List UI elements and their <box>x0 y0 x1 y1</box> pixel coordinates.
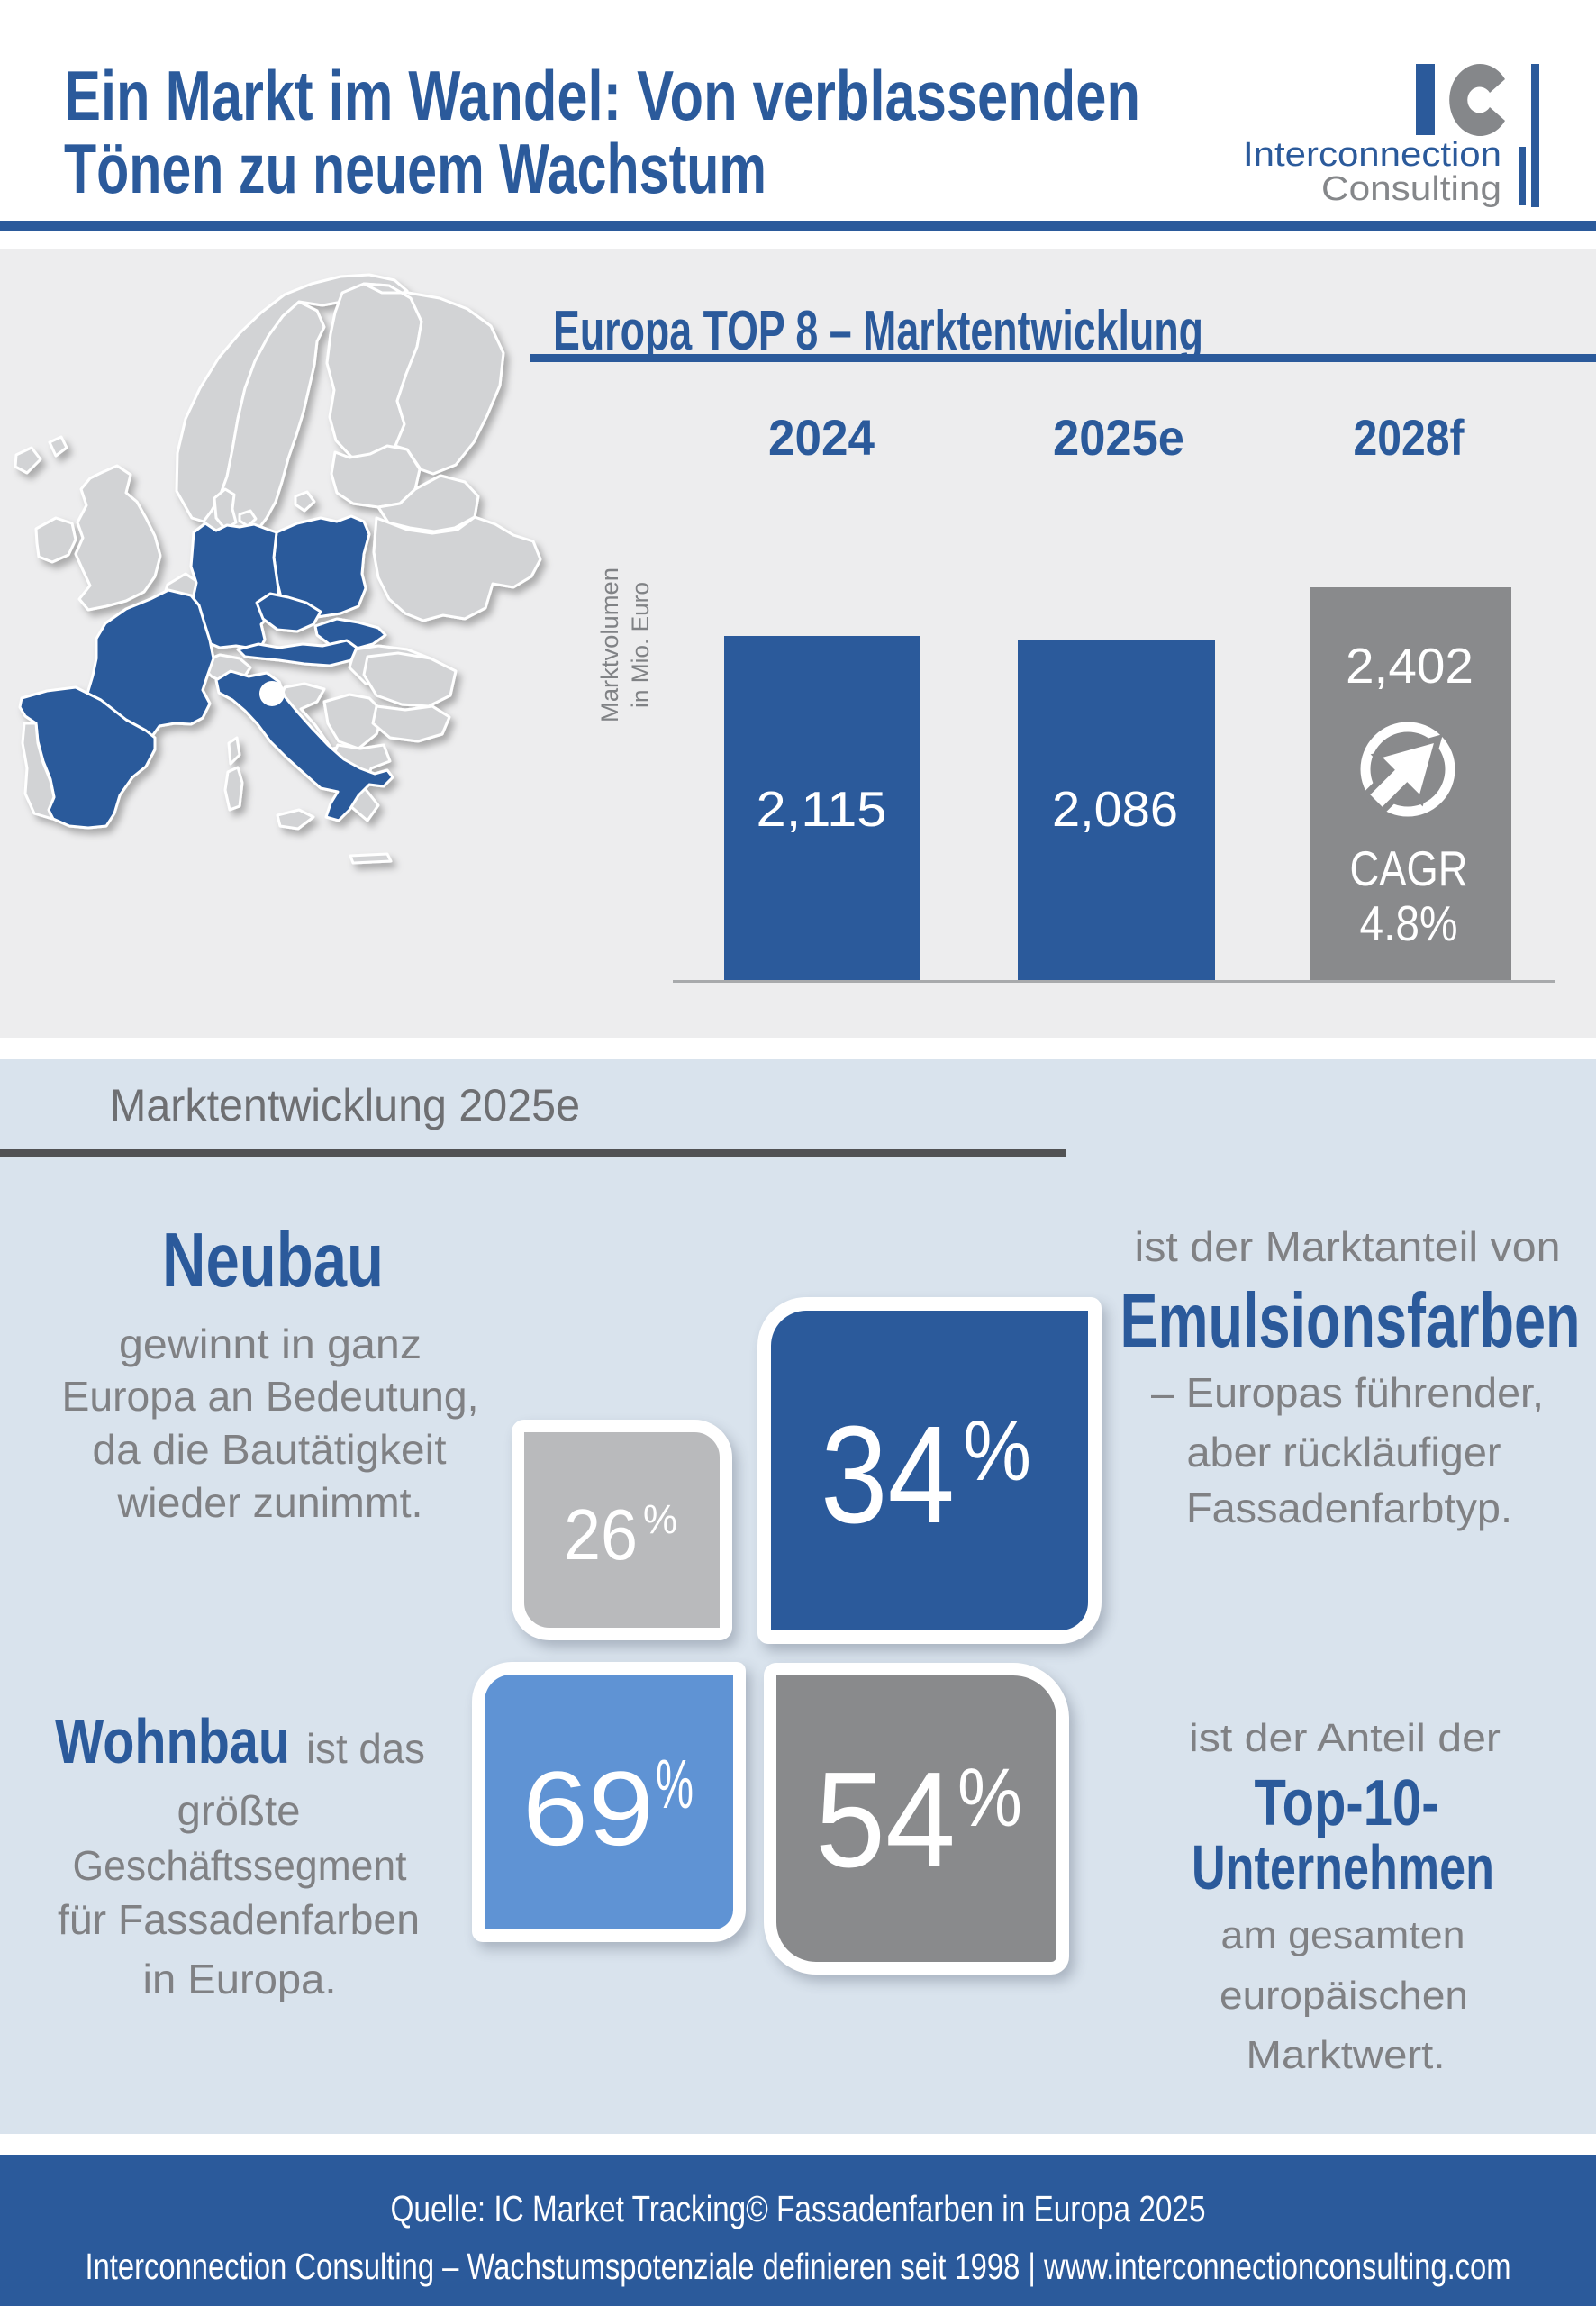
svg-text:34: 34 <box>821 1397 955 1552</box>
svg-text:Fassadenfarbtyp.: Fassadenfarbtyp. <box>1186 1484 1512 1531</box>
svg-text:europäischen: europäischen <box>1220 1974 1468 2018</box>
svg-text:%: % <box>643 1496 677 1542</box>
svg-text:2028f: 2028f <box>1354 409 1465 466</box>
svg-text:2025e: 2025e <box>1053 409 1184 466</box>
svg-text:ist der Marktanteil von: ist der Marktanteil von <box>1135 1223 1561 1270</box>
svg-text:aber rückläufiger: aber rückläufiger <box>1187 1429 1501 1475</box>
svg-text:2,115: 2,115 <box>757 781 887 837</box>
svg-text:%: % <box>957 1752 1022 1844</box>
svg-text:Wohnbau: Wohnbau <box>55 1706 290 1776</box>
svg-text:Ein Markt im Wandel: Von verbl: Ein Markt im Wandel: Von verblassenden <box>64 56 1140 135</box>
svg-text:69: 69 <box>522 1749 654 1867</box>
svg-text:CAGR: CAGR <box>1350 840 1468 896</box>
svg-text:%: % <box>656 1746 694 1823</box>
svg-text:Neubau: Neubau <box>162 1218 384 1303</box>
svg-text:Interconnection: Interconnection <box>1243 136 1501 174</box>
svg-text:wieder zunimmt.: wieder zunimmt. <box>116 1479 422 1526</box>
svg-text:ist das: ist das <box>306 1725 425 1772</box>
svg-text:Top-10-: Top-10- <box>1255 1767 1439 1839</box>
svg-text:Marktwert.: Marktwert. <box>1247 2033 1446 2077</box>
svg-text:4.8%: 4.8% <box>1360 895 1458 951</box>
svg-text:Quelle: IC Market Tracking© Fa: Quelle: IC Market Tracking© Fassadenfarb… <box>391 2188 1206 2229</box>
svg-text:Unternehmen: Unternehmen <box>1192 1832 1494 1902</box>
svg-text:größte: größte <box>177 1787 301 1834</box>
svg-text:Emulsionsfarben: Emulsionsfarben <box>1120 1278 1581 1364</box>
svg-text:Europa an Bedeutung,: Europa an Bedeutung, <box>62 1373 479 1420</box>
svg-text:Marktentwicklung 2025e: Marktentwicklung 2025e <box>110 1080 580 1130</box>
svg-text:54: 54 <box>815 1743 956 1895</box>
svg-text:Geschäftssegment: Geschäftssegment <box>73 1842 407 1889</box>
svg-text:in Europa.: in Europa. <box>143 1956 337 2002</box>
svg-text:– Europas führender,: – Europas führender, <box>1151 1369 1544 1416</box>
svg-text:2024: 2024 <box>768 409 875 466</box>
svg-text:da die Bautätigkeit: da die Bautätigkeit <box>93 1426 447 1473</box>
svg-text:Tönen zu neuem Wachstum: Tönen zu neuem Wachstum <box>64 129 766 208</box>
svg-text:Consulting: Consulting <box>1321 170 1501 208</box>
svg-text:in Mio. Euro: in Mio. Euro <box>627 582 654 708</box>
svg-text:Europa TOP 8 – Marktentwicklun: Europa TOP 8 – Marktentwicklung <box>553 300 1203 362</box>
svg-text:für Fassadenfarben: für Fassadenfarben <box>58 1896 420 1943</box>
svg-text:Interconnection Consulting – W: Interconnection Consulting – Wachstumspo… <box>86 2246 1511 2287</box>
svg-text:am gesamten: am gesamten <box>1221 1913 1465 1957</box>
svg-text:ist der Anteil der: ist der Anteil der <box>1189 1716 1501 1760</box>
svg-text:%: % <box>963 1403 1031 1499</box>
svg-text:Marktvolumen: Marktvolumen <box>596 567 623 722</box>
svg-text:26: 26 <box>564 1494 638 1575</box>
svg-text:2,086: 2,086 <box>1052 781 1178 837</box>
svg-text:gewinnt in ganz: gewinnt in ganz <box>119 1321 422 1367</box>
svg-text:2,402: 2,402 <box>1346 638 1474 694</box>
